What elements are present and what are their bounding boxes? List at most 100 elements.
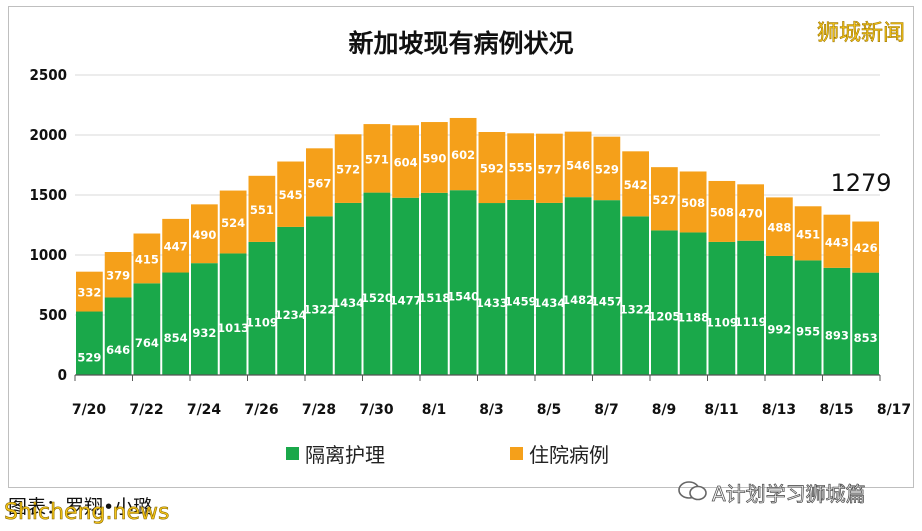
bar-care <box>593 200 621 375</box>
bar-hospital <box>823 214 851 268</box>
watermark-account: A计划学习狮城篇 <box>712 482 866 507</box>
data-label-care: 1433 <box>476 296 508 310</box>
legend-label-care: 隔离护理 <box>305 443 385 467</box>
data-label-care: 1482 <box>562 293 594 307</box>
data-label-care: 1457 <box>591 295 623 309</box>
bar-care <box>306 216 333 375</box>
data-label-hospital: 529 <box>595 162 619 176</box>
data-label-hospital: 546 <box>566 158 590 172</box>
bar-care <box>794 260 822 375</box>
total-callout-label: 1279 <box>830 169 891 197</box>
y-tick-label: 0 <box>58 366 67 384</box>
bar-care <box>277 226 304 375</box>
data-label-care: 854 <box>164 331 188 345</box>
data-label-hospital: 447 <box>164 240 188 254</box>
data-label-care: 529 <box>77 350 101 364</box>
bar-care <box>191 263 218 375</box>
data-label-hospital: 590 <box>422 151 446 165</box>
bar-hospital <box>306 148 333 217</box>
bar-hospital <box>133 233 161 284</box>
y-tick-label: 1000 <box>29 246 67 264</box>
bar-hospital <box>277 161 304 227</box>
bar-hospital <box>507 133 534 200</box>
bar-hospital <box>449 117 477 191</box>
bar-hospital <box>478 132 506 204</box>
bar-hospital <box>651 167 678 231</box>
data-label-care: 1520 <box>361 291 393 305</box>
bar-care <box>478 203 506 375</box>
x-tick-label: 8/9 <box>652 402 677 418</box>
legend-label-hospital: 住院病例 <box>529 443 609 467</box>
data-label-hospital: 602 <box>451 148 475 162</box>
bar-care <box>392 197 419 375</box>
data-label-care: 646 <box>106 343 130 357</box>
data-label-care: 1540 <box>447 290 479 304</box>
x-tick-label: 7/20 <box>72 402 107 418</box>
bar-hospital <box>536 133 563 203</box>
data-label-care: 932 <box>192 326 216 340</box>
bar-hospital <box>679 171 707 233</box>
data-label-hospital: 572 <box>336 163 360 177</box>
data-label-hospital: 577 <box>537 162 561 176</box>
bar-care <box>219 253 247 375</box>
data-label-hospital: 555 <box>509 161 533 175</box>
legend-swatch-hospital <box>510 447 523 460</box>
data-label-hospital: 490 <box>192 228 216 242</box>
data-label-care: 992 <box>767 322 791 336</box>
axes: 0 500 1000 1500 2000 2500 7/20 7/22 7/24 7/26 7/28… <box>29 66 911 418</box>
bar-hospital <box>737 184 764 241</box>
data-label-hospital: 571 <box>365 152 389 166</box>
x-tick-label: 8/3 <box>479 402 504 418</box>
x-tick-label: 7/30 <box>359 402 394 418</box>
bar-hospital <box>852 221 879 273</box>
bars: 529 332 646 379 764 415 854 447 932 490 1013 524 110… <box>76 117 879 375</box>
x-tick-label: 8/17 <box>877 402 911 418</box>
y-tick-label: 2500 <box>29 66 67 84</box>
data-label-hospital: 604 <box>394 156 418 170</box>
bar-care <box>766 255 793 375</box>
bar-care <box>162 272 189 375</box>
data-label-hospital: 470 <box>739 207 763 221</box>
bar-hospital <box>191 204 218 264</box>
data-label-hospital: 426 <box>854 241 878 255</box>
bar-hospital <box>219 190 247 254</box>
bar-care <box>564 197 592 375</box>
bar-hospital <box>248 175 276 242</box>
bar-care <box>852 272 879 375</box>
data-label-hospital: 508 <box>710 205 734 219</box>
data-label-hospital: 524 <box>221 216 245 230</box>
bar-care <box>449 190 477 375</box>
caption-credit: 图表：罗翔•小璐 <box>8 496 153 518</box>
legend: 隔离护理 住院病例 <box>286 443 609 467</box>
data-label-care: 1013 <box>217 321 249 335</box>
bar-care <box>363 192 391 375</box>
x-tick-label: 8/7 <box>594 402 619 418</box>
bar-hospital <box>76 271 103 312</box>
data-label-hospital: 415 <box>135 252 159 266</box>
data-label-care: 893 <box>825 328 849 342</box>
watermark-site: Shicheng.news <box>4 500 170 526</box>
data-label-care: 1322 <box>303 303 335 317</box>
data-label-hospital: 508 <box>681 196 705 210</box>
chart-title: 新加坡现有病例状况 <box>348 29 573 58</box>
bar-care <box>622 216 649 375</box>
x-tick-label: 8/5 <box>537 402 562 418</box>
x-tick-label: 8/1 <box>422 402 447 418</box>
bar-hospital <box>392 125 419 198</box>
y-tick-label: 1500 <box>29 186 67 204</box>
data-label-hospital: 488 <box>767 221 791 235</box>
bar-care <box>133 283 161 375</box>
bar-care <box>708 241 736 375</box>
data-label-care: 1477 <box>390 293 422 307</box>
data-label-hospital: 592 <box>480 162 504 176</box>
bar-care <box>679 232 707 375</box>
bar-hospital <box>334 134 362 203</box>
data-label-care: 955 <box>796 325 820 339</box>
data-label-care: 1434 <box>533 296 565 310</box>
bar-care <box>823 267 851 375</box>
data-label-hospital: 551 <box>250 203 274 217</box>
data-label-hospital: 451 <box>796 227 820 241</box>
bar-hospital <box>766 197 793 256</box>
data-label-care: 853 <box>854 331 878 345</box>
data-label-care: 1119 <box>735 315 767 329</box>
